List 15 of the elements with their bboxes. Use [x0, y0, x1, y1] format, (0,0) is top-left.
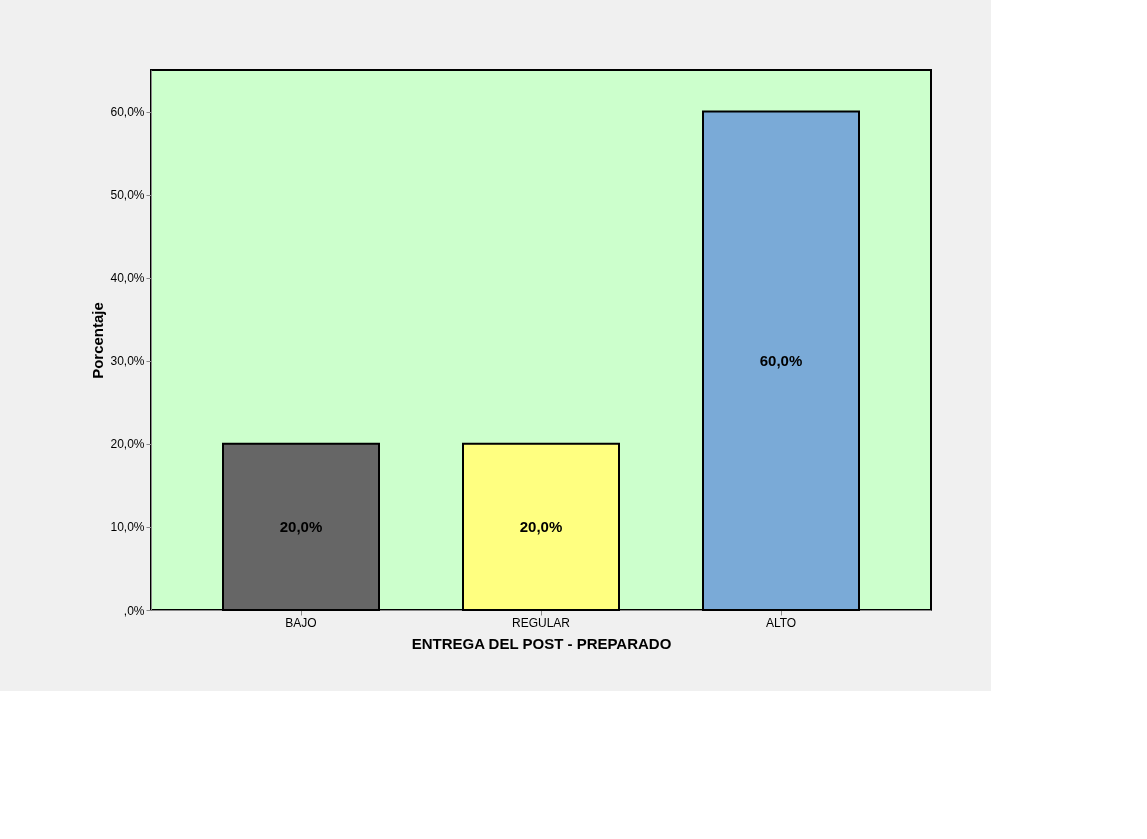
y-tick-label: 10,0%: [110, 520, 145, 535]
x-tick-label: ALTO: [765, 615, 797, 630]
x-axis-title: ENTREGA DEL POST - PREPARADO: [411, 634, 672, 652]
x-tick-label: BAJO: [285, 615, 317, 630]
y-tick-label: 30,0%: [110, 354, 145, 369]
y-tick-label: 40,0%: [110, 271, 145, 286]
data-label: 20,0%: [279, 517, 323, 535]
y-tick-label: 60,0%: [110, 105, 145, 120]
y-tick-label: 20,0%: [110, 437, 145, 452]
data-label: 20,0%: [519, 517, 563, 535]
y-tick-label: ,0%: [123, 603, 145, 618]
data-label: 60,0%: [759, 351, 803, 369]
x-tick-label: REGULAR: [511, 615, 571, 630]
y-tick-label: 50,0%: [110, 188, 145, 203]
y-axis-title: Porcentaje: [89, 302, 107, 379]
